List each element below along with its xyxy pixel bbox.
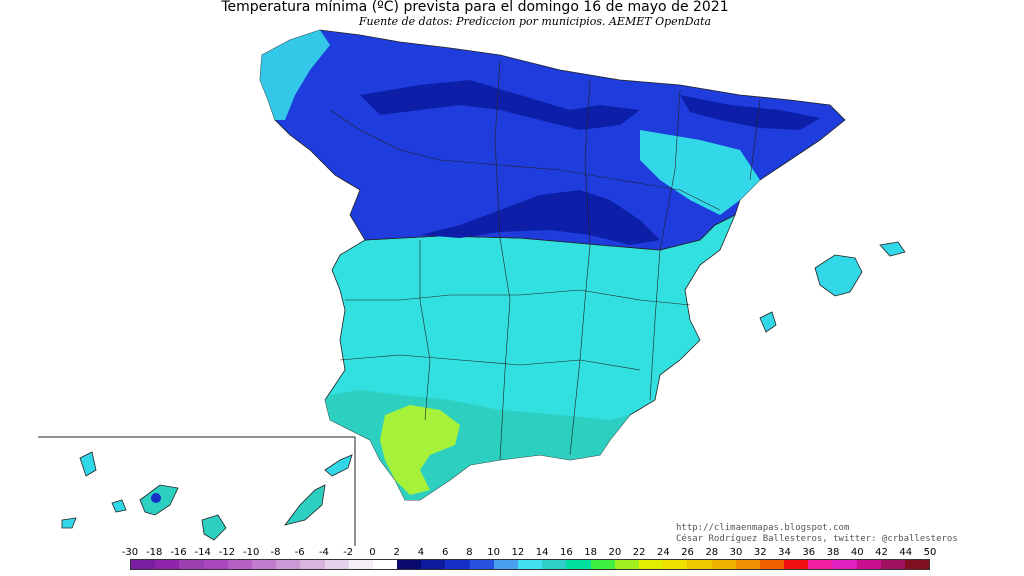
legend-label: 34 (778, 547, 791, 558)
legend-swatch (348, 560, 373, 569)
legend-swatch (276, 560, 301, 569)
legend-label: -6 (294, 547, 305, 558)
legend-swatch (445, 560, 470, 569)
legend-label: -12 (218, 547, 236, 558)
legend-label: 6 (441, 547, 449, 558)
legend-swatch (397, 560, 422, 569)
mallorca-island (814, 254, 863, 297)
legend-swatch (905, 560, 930, 569)
legend-label: -18 (146, 547, 163, 558)
legend-swatch (880, 560, 905, 569)
legend-label: 24 (656, 547, 670, 558)
legend-label: 8 (466, 547, 473, 558)
legend-swatch (856, 560, 881, 569)
pyrenees-cold (680, 95, 820, 130)
legend-label: -16 (170, 547, 187, 558)
legend-swatch (542, 560, 567, 569)
legend-color-scale (130, 559, 930, 570)
legend-swatch (518, 560, 543, 569)
legend-label: 32 (753, 547, 767, 558)
galicia-light-zone (260, 30, 330, 120)
canary-inset-frame (38, 436, 356, 546)
legend-label: 36 (802, 547, 816, 558)
legend-swatch (711, 560, 736, 569)
legend-swatch (300, 560, 325, 569)
legend-swatch (203, 560, 228, 569)
andalusia-warm-zone (380, 405, 460, 495)
legend-label: 20 (608, 547, 622, 558)
legend-label: -8 (270, 547, 281, 558)
legend-swatch (251, 560, 277, 569)
legend-swatch (227, 560, 252, 569)
legend-label: 44 (899, 547, 913, 558)
legend-swatch (638, 560, 664, 569)
legend-swatch (663, 560, 688, 569)
map-title: Temperatura mínima (ºC) prevista para el… (221, 0, 729, 15)
legend-label: -14 (194, 547, 211, 558)
legend-label: -4 (318, 547, 329, 558)
legend-swatch (735, 560, 760, 569)
legend-label: 2 (393, 547, 400, 558)
province-borders (329, 59, 761, 461)
legend-swatch (832, 560, 857, 569)
legend-swatch (759, 560, 785, 569)
ebro-valley-zone (640, 130, 760, 215)
legend-label: 50 (923, 547, 937, 558)
legend-swatch (131, 560, 156, 569)
legend-swatch (808, 560, 833, 569)
cantabrian-mountains-cold (360, 80, 640, 130)
credit-url: http://climaenmapas.blogspot.com (676, 523, 850, 533)
map-subtitle: Fuente de datos: Prediccion por municipi… (358, 15, 712, 28)
legend-swatch (566, 560, 591, 569)
credit-author: César Rodríguez Ballesteros, twitter: @c… (676, 534, 958, 544)
canary-islands (61, 451, 353, 541)
legend-label: -10 (243, 547, 260, 558)
legend-swatch (155, 560, 180, 569)
legend-label: 16 (559, 547, 573, 558)
legend-label: 18 (584, 547, 597, 558)
legend-swatch (324, 560, 349, 569)
legend-label: 42 (875, 547, 888, 558)
legend-label: 40 (850, 547, 864, 558)
temperature-map (38, 29, 906, 546)
legend-label: 10 (487, 547, 500, 558)
legend-swatch (372, 560, 398, 569)
legend-label: 22 (632, 547, 646, 558)
legend-swatch (179, 560, 204, 569)
legend-swatch (784, 560, 809, 569)
legend-swatch (469, 560, 494, 569)
legend-label: 26 (681, 547, 694, 558)
legend-label: 12 (511, 547, 525, 558)
legend-swatch (421, 560, 446, 569)
legend-label: 28 (705, 547, 719, 558)
legend-swatch (590, 560, 615, 569)
legend-label: 4 (417, 547, 425, 558)
central-system-cold (420, 190, 660, 245)
legend-labels: -30 -18 -16 -14 -12 -10 -8 -6 -4 -2 0 2 4 6 8 10 12 14 16 1… (0, 547, 1024, 559)
legend-label: 30 (729, 547, 743, 558)
legend-swatch (614, 560, 639, 569)
legend-label: 14 (535, 547, 549, 558)
ibiza-island (759, 311, 777, 333)
legend-label: -30 (121, 547, 139, 558)
legend-swatch (493, 560, 518, 569)
legend-swatch (687, 560, 712, 569)
legend-label: -2 (343, 547, 354, 558)
legend-label: 38 (826, 547, 840, 558)
legend-label: 0 (369, 547, 376, 558)
menorca-island (879, 241, 906, 257)
